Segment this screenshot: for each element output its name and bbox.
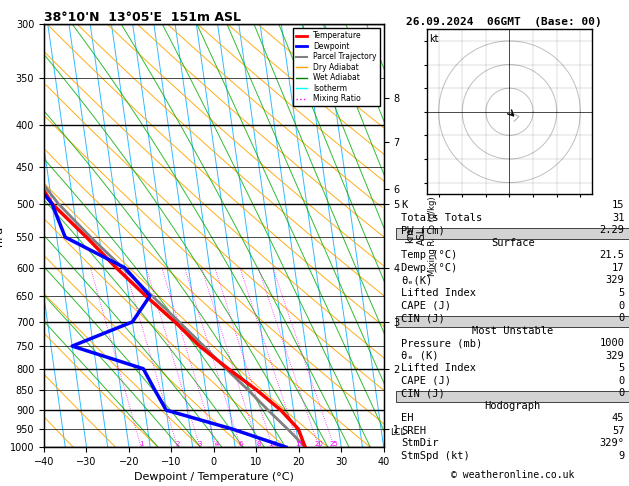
Text: θₑ(K): θₑ(K) [401, 276, 432, 285]
Text: K: K [401, 200, 407, 210]
Text: 5: 5 [618, 363, 625, 373]
Text: 31: 31 [612, 213, 625, 223]
Text: 2: 2 [175, 441, 180, 447]
Y-axis label: km
ASL: km ASL [405, 226, 427, 245]
Bar [396, 315, 629, 327]
Text: Most Unstable: Most Unstable [472, 326, 554, 336]
Text: © weatheronline.co.uk: © weatheronline.co.uk [451, 470, 574, 480]
Text: 0: 0 [618, 376, 625, 386]
Text: StmSpd (kt): StmSpd (kt) [401, 451, 470, 461]
X-axis label: Dewpoint / Temperature (°C): Dewpoint / Temperature (°C) [134, 472, 294, 483]
Text: 3: 3 [198, 441, 202, 447]
Text: Lifted Index: Lifted Index [401, 288, 476, 298]
Text: 1: 1 [139, 441, 143, 447]
Text: CIN (J): CIN (J) [401, 388, 445, 399]
Text: 10: 10 [268, 441, 277, 447]
Text: Lifted Index: Lifted Index [401, 363, 476, 373]
Bar [396, 228, 629, 239]
Text: 25: 25 [330, 441, 338, 447]
Text: PW (cm): PW (cm) [401, 226, 445, 235]
Text: Surface: Surface [491, 238, 535, 248]
Text: 26.09.2024  06GMT  (Base: 00): 26.09.2024 06GMT (Base: 00) [406, 17, 601, 27]
Text: Pressure (mb): Pressure (mb) [401, 338, 482, 348]
Text: 8: 8 [256, 441, 261, 447]
Text: 20: 20 [314, 441, 323, 447]
Text: StmDir: StmDir [401, 438, 438, 449]
Text: θₑ (K): θₑ (K) [401, 351, 438, 361]
Text: 5: 5 [618, 288, 625, 298]
Text: 17: 17 [612, 263, 625, 273]
Text: 9: 9 [618, 451, 625, 461]
Text: 57: 57 [612, 426, 625, 436]
Text: CIN (J): CIN (J) [401, 313, 445, 323]
Text: LCL: LCL [390, 428, 405, 437]
Text: 2.29: 2.29 [599, 226, 625, 235]
Text: 0: 0 [618, 300, 625, 311]
Text: Mixing Ratio (g/kg): Mixing Ratio (g/kg) [428, 196, 437, 276]
Text: 329: 329 [606, 351, 625, 361]
Text: Dewp (°C): Dewp (°C) [401, 263, 457, 273]
Y-axis label: hPa: hPa [0, 226, 4, 246]
Text: 4: 4 [214, 441, 219, 447]
Bar [396, 391, 629, 402]
Text: SREH: SREH [401, 426, 426, 436]
Text: 21.5: 21.5 [599, 250, 625, 260]
Text: 15: 15 [612, 200, 625, 210]
Legend: Temperature, Dewpoint, Parcel Trajectory, Dry Adiabat, Wet Adiabat, Isotherm, Mi: Temperature, Dewpoint, Parcel Trajectory… [292, 28, 380, 106]
Text: 329: 329 [606, 276, 625, 285]
Text: EH: EH [401, 414, 413, 423]
Text: 0: 0 [618, 388, 625, 399]
Text: Totals Totals: Totals Totals [401, 213, 482, 223]
Text: 329°: 329° [599, 438, 625, 449]
Text: 15: 15 [295, 441, 304, 447]
Text: Temp (°C): Temp (°C) [401, 250, 457, 260]
Text: 6: 6 [238, 441, 243, 447]
Text: 45: 45 [612, 414, 625, 423]
Text: CAPE (J): CAPE (J) [401, 376, 451, 386]
Text: CAPE (J): CAPE (J) [401, 300, 451, 311]
Text: 0: 0 [618, 313, 625, 323]
Text: Hodograph: Hodograph [484, 401, 541, 411]
Text: 1000: 1000 [599, 338, 625, 348]
Text: 38°10'N  13°05'E  151m ASL: 38°10'N 13°05'E 151m ASL [44, 11, 241, 24]
Text: kt: kt [429, 34, 439, 44]
